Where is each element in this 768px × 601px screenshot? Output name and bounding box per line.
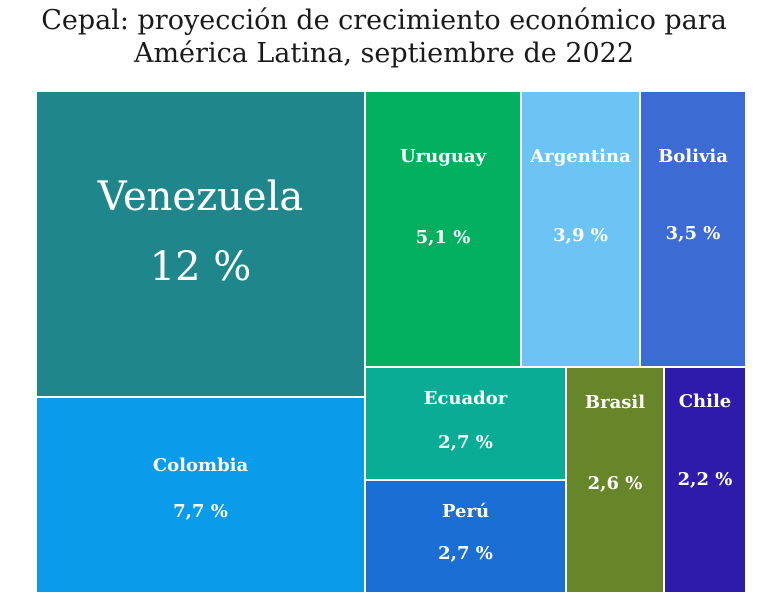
- chart-title: Cepal: proyección de crecimiento económi…: [0, 4, 768, 70]
- tile-value-argentina: 3,9 %: [553, 225, 608, 246]
- tile-value-colombia: 7,7 %: [173, 501, 228, 522]
- tile-value-ecuador: 2,7 %: [438, 432, 493, 453]
- treemap-tile-argentina: Argentina 3,9 %: [521, 91, 640, 367]
- treemap-tile-chile: Chile 2,2 %: [664, 367, 746, 593]
- tile-value-peru: 2,7 %: [438, 543, 493, 564]
- tile-label-peru: Perú: [441, 501, 490, 522]
- tile-label-argentina: Argentina: [530, 146, 631, 167]
- tile-value-bolivia: 3,5 %: [665, 223, 721, 244]
- tile-label-bolivia: Bolivia: [658, 146, 728, 167]
- treemap-tile-brasil: Brasil 2,6 %: [566, 367, 664, 593]
- treemap-tile-colombia: Colombia 7,7 %: [36, 397, 365, 593]
- tile-value-brasil: 2,6 %: [587, 473, 643, 494]
- tile-value-uruguay: 5,1 %: [415, 227, 471, 248]
- chart-title-line-2: América Latina, septiembre de 2022: [133, 38, 635, 69]
- tile-value-chile: 2,2 %: [677, 469, 733, 490]
- tile-label-ecuador: Ecuador: [423, 388, 508, 409]
- tile-label-colombia: Colombia: [152, 455, 249, 476]
- treemap-tile-venezuela: Venezuela 12 %: [36, 91, 365, 397]
- tile-label-uruguay: Uruguay: [399, 146, 487, 167]
- treemap-tile-bolivia: Bolivia 3,5 %: [640, 91, 746, 367]
- treemap: Venezuela 12 % Colombia 7,7 % Uruguay 5,1 % Ar…: [36, 91, 746, 593]
- tile-value-venezuela: 12 %: [149, 244, 252, 290]
- treemap-tile-ecuador: Ecuador 2,7 %: [365, 367, 566, 480]
- chart-title-line-1: Cepal: proyección de crecimiento económi…: [41, 5, 727, 36]
- treemap-tile-peru: Perú 2,7 %: [365, 480, 566, 593]
- treemap-tile-uruguay: Uruguay 5,1 %: [365, 91, 521, 367]
- tile-label-brasil: Brasil: [584, 392, 646, 413]
- tile-label-venezuela: Venezuela: [97, 174, 304, 220]
- tile-label-chile: Chile: [678, 391, 732, 412]
